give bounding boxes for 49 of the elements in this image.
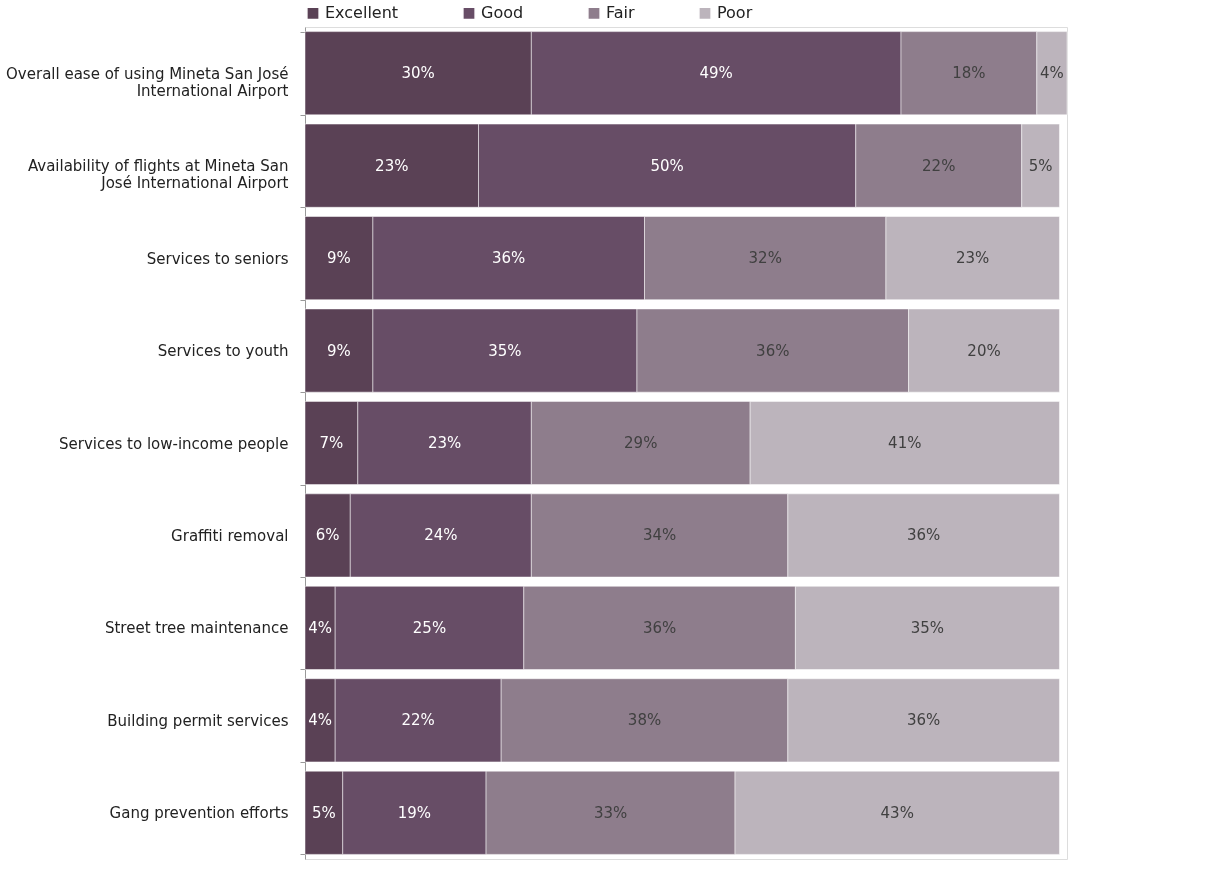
data-label: 36% (642, 618, 677, 637)
legend-label: Good (481, 3, 524, 23)
y-tick-label: Street tree maintenance (104, 619, 289, 638)
y-tick-label: Availability of flights at Mineta San José International Airport (27, 157, 289, 193)
data-label: 22% (922, 156, 956, 175)
data-label: 49% (699, 64, 733, 83)
data-label: 5% (1028, 156, 1053, 175)
data-label: 4% (1040, 64, 1064, 83)
data-label: 9% (327, 341, 351, 360)
y-tick-label: Services to low-income people (59, 434, 289, 453)
data-label: 50% (650, 156, 684, 175)
data-label: 30% (401, 64, 435, 83)
data-label: 36% (906, 711, 941, 730)
data-label: 36% (756, 341, 790, 360)
data-label: 41% (888, 434, 922, 452)
y-tick-label: Services to youth (157, 342, 289, 361)
legend-label: Fair (606, 3, 635, 23)
data-label: 7% (319, 434, 344, 452)
data-label: 23% (375, 156, 409, 175)
data-label: 23% (427, 434, 462, 452)
data-label: 29% (624, 434, 658, 452)
data-label: 33% (593, 803, 628, 822)
data-label: 35% (910, 618, 945, 637)
y-tick-label: Graffiti removal (171, 526, 289, 545)
data-label: 35% (488, 341, 522, 360)
data-label: 9% (327, 249, 351, 268)
data-label: 36% (906, 526, 941, 545)
data-label: 38% (627, 711, 662, 730)
data-label: 22% (401, 711, 435, 730)
data-label: 20% (967, 341, 1001, 360)
data-label: 34% (642, 526, 677, 545)
data-label: 43% (880, 803, 914, 822)
y-tick-label: Overall ease of using Mineta San José International Airport (6, 64, 289, 100)
data-label: 19% (397, 803, 432, 822)
y-tick-label: Gang prevention efforts (109, 804, 289, 823)
legend-label: Poor (717, 3, 753, 23)
data-label: 36% (492, 249, 526, 268)
data-label: 32% (748, 249, 782, 268)
data-label: 4% (308, 711, 332, 730)
data-label: 6% (315, 526, 340, 545)
data-label: 24% (424, 526, 458, 545)
y-tick-label: Building permit services (107, 711, 289, 730)
legend-label: Excellent (325, 3, 399, 23)
y-tick-label: Services to seniors (146, 249, 289, 268)
data-label: 4% (308, 618, 332, 637)
data-label: 23% (956, 249, 990, 268)
data-label: 5% (311, 803, 336, 822)
data-label: 25% (412, 618, 447, 637)
data-label: 18% (952, 64, 986, 83)
